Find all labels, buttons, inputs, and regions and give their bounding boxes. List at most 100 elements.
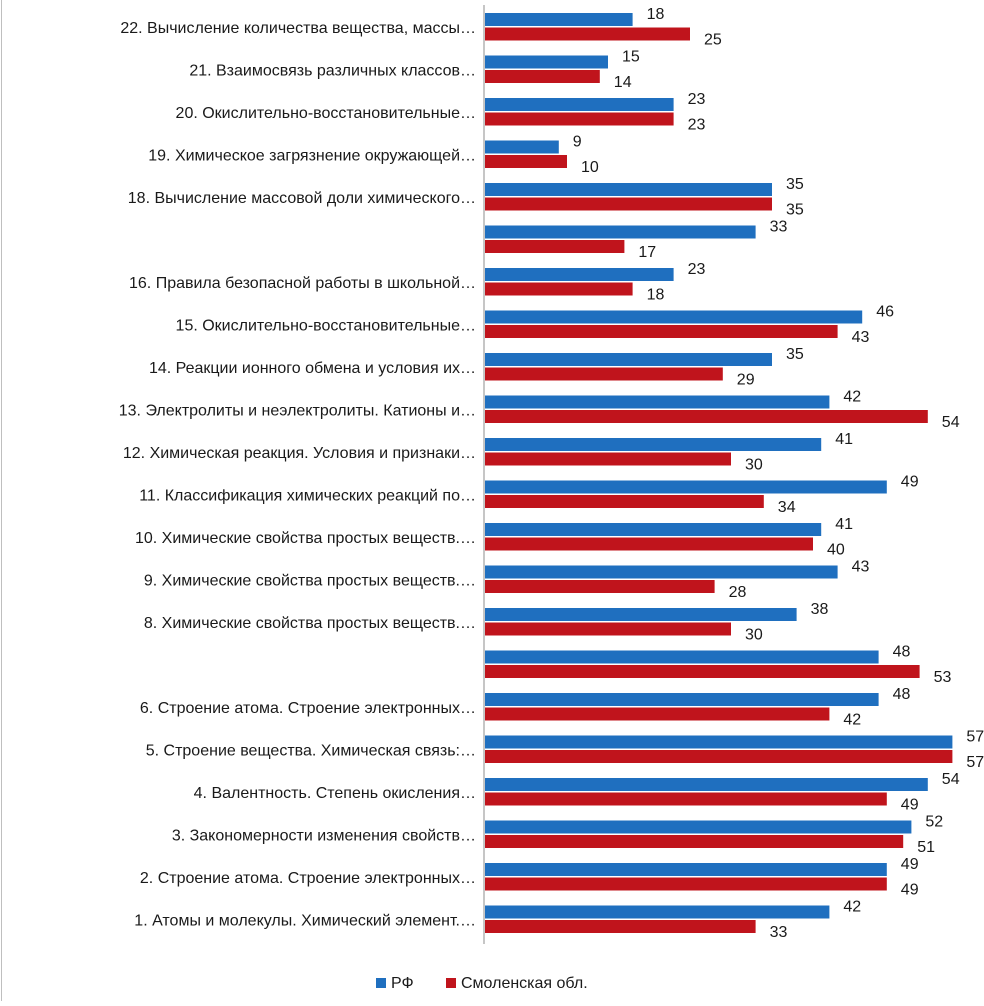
bar-rf xyxy=(485,395,830,409)
bar-rf xyxy=(485,13,633,26)
data-label: 48 xyxy=(893,644,911,661)
data-label: 53 xyxy=(934,669,952,686)
bar-smolensk xyxy=(485,622,731,636)
category-label: 16. Правила безопасной работы в школьной… xyxy=(129,275,476,292)
bar-smolensk xyxy=(485,750,953,763)
category-label: 21. Взаимосвязь различных классов… xyxy=(189,63,476,80)
bar-smolensk xyxy=(485,112,674,126)
bar-smolensk xyxy=(485,792,887,806)
data-label: 35 xyxy=(786,202,804,219)
bar-smolensk xyxy=(485,580,715,593)
data-label: 46 xyxy=(876,304,894,321)
bar-smolensk xyxy=(485,537,813,551)
bar-smolensk xyxy=(485,707,830,721)
data-label: 57 xyxy=(966,729,984,746)
bar-rf xyxy=(485,820,912,834)
bar-smolensk xyxy=(485,495,764,508)
bar-rf xyxy=(485,565,838,579)
bar-rf xyxy=(485,480,887,494)
data-label: 51 xyxy=(917,839,935,856)
data-label: 18 xyxy=(647,287,665,304)
data-label: 14 xyxy=(614,74,632,91)
data-label: 17 xyxy=(638,244,656,261)
data-label: 30 xyxy=(745,457,763,474)
bar-rf xyxy=(485,55,608,69)
bar-rf xyxy=(485,353,772,366)
data-label: 54 xyxy=(942,414,960,431)
category-label: 22. Вычисление количества вещества, масс… xyxy=(120,20,476,37)
data-label: 57 xyxy=(966,754,984,771)
data-label: 35 xyxy=(786,346,804,363)
category-label: 3. Закономерности изменения свойств… xyxy=(172,828,476,845)
bar-rf xyxy=(485,183,772,196)
data-label: 41 xyxy=(835,516,853,533)
data-label: 23 xyxy=(688,261,706,278)
bar-smolensk xyxy=(485,835,904,848)
data-label: 43 xyxy=(852,329,870,346)
data-label: 35 xyxy=(786,176,804,193)
bar-smolensk xyxy=(485,70,600,83)
bar-smolensk xyxy=(485,877,887,891)
category-label: 5. Строение вещества. Химическая связь:… xyxy=(146,743,476,760)
category-label: 1. Атомы и молекулы. Химический элемент.… xyxy=(134,913,476,930)
bar-rf xyxy=(485,225,756,239)
bar-smolensk xyxy=(485,240,625,253)
data-label: 41 xyxy=(835,431,853,448)
data-label: 48 xyxy=(893,686,911,703)
category-label: 2. Строение атома. Строение электронных… xyxy=(140,870,476,887)
data-label: 52 xyxy=(925,814,943,831)
category-label: 6. Строение атома. Строение электронных… xyxy=(140,700,476,717)
legend-label: РФ xyxy=(391,975,414,992)
bar-smolensk xyxy=(485,665,920,678)
data-label: 40 xyxy=(827,542,845,559)
data-label: 49 xyxy=(901,797,919,814)
data-label: 23 xyxy=(688,117,706,134)
bar-smolensk xyxy=(485,410,928,423)
data-label: 49 xyxy=(901,882,919,899)
bar-rf xyxy=(485,310,863,324)
data-label: 30 xyxy=(745,627,763,644)
bar-smolensk xyxy=(485,452,731,466)
data-label: 54 xyxy=(942,771,960,788)
legend-swatch xyxy=(446,978,456,988)
category-label: 11. Классификация химических реакций по… xyxy=(139,488,476,505)
category-label: 14. Реакции ионного обмена и условия их… xyxy=(149,360,476,377)
category-label: 18. Вычисление массовой доли химического… xyxy=(128,190,476,207)
category-label: 4. Валентность. Степень окисления… xyxy=(194,785,476,802)
bar-rf xyxy=(485,608,797,621)
category-label: 9. Химические свойства простых веществ.… xyxy=(144,573,476,590)
category-label: 13. Электролиты и неэлектролиты. Катионы… xyxy=(119,403,476,420)
data-label: 28 xyxy=(729,584,747,601)
bar-rf xyxy=(485,650,879,664)
category-label: 8. Химические свойства простых веществ.… xyxy=(144,615,476,632)
bar-smolensk xyxy=(485,27,690,41)
data-label: 10 xyxy=(581,159,599,176)
bar-smolensk xyxy=(485,367,723,381)
data-label: 49 xyxy=(901,474,919,491)
bar-rf xyxy=(485,98,674,111)
legend-label: Смоленская обл. xyxy=(461,975,588,992)
legend-swatch xyxy=(376,978,386,988)
data-label: 33 xyxy=(770,219,788,236)
data-label: 23 xyxy=(688,91,706,108)
bar-rf xyxy=(485,523,822,536)
data-label: 29 xyxy=(737,372,755,389)
data-label: 42 xyxy=(843,389,861,406)
data-label: 18 xyxy=(647,6,665,23)
bar-smolensk xyxy=(485,155,567,168)
data-label: 9 xyxy=(573,134,582,151)
category-label: 20. Окислительно-восстановительные… xyxy=(176,105,476,122)
data-label: 38 xyxy=(811,601,829,618)
bar-rf xyxy=(485,693,879,706)
category-label: 15. Окислительно-восстановительные… xyxy=(176,318,476,335)
category-label: 10. Химические свойства простых веществ.… xyxy=(135,530,476,547)
data-label: 49 xyxy=(901,856,919,873)
bar-smolensk xyxy=(485,325,838,338)
data-label: 42 xyxy=(843,899,861,916)
data-label: 25 xyxy=(704,32,722,49)
data-label: 42 xyxy=(843,712,861,729)
bar-smolensk xyxy=(485,282,633,296)
bar-smolensk xyxy=(485,920,756,933)
category-label: 12. Химическая реакция. Условия и призна… xyxy=(123,445,476,462)
